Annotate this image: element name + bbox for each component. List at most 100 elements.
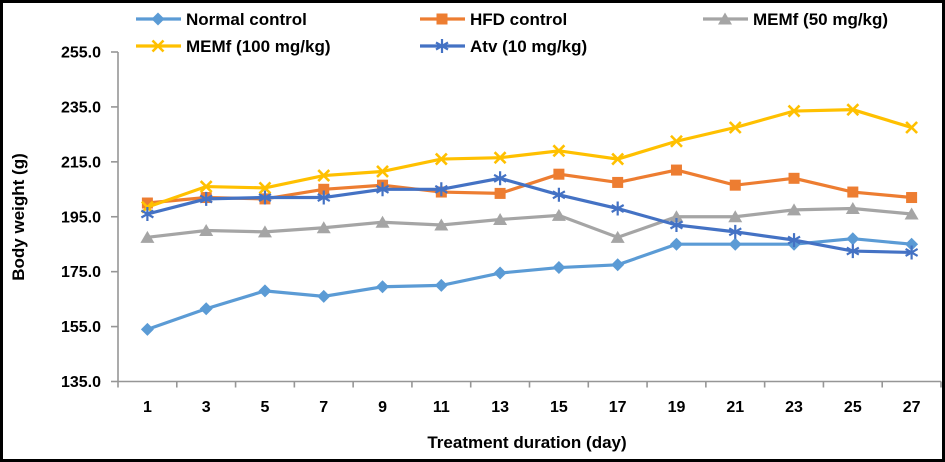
triangle-marker: [199, 223, 214, 236]
asterisk-marker: [317, 190, 331, 205]
x-marker: [611, 152, 625, 166]
diamond-marker: [552, 261, 566, 275]
diamond-marker: [611, 258, 625, 272]
diamond-marker: [199, 302, 213, 316]
legend-item-hfd-control: HFD control: [420, 10, 567, 29]
x-tick-label: 5: [261, 399, 270, 416]
triangle-marker: [610, 230, 625, 243]
legend-label: Atv (10 mg/kg): [470, 37, 587, 56]
series-line: [146, 237, 912, 331]
x-marker: [199, 180, 213, 193]
y-tick-label: 175.0: [61, 264, 101, 281]
x-marker: [670, 134, 683, 148]
series-line: [146, 176, 912, 255]
x-marker: [376, 165, 389, 178]
asterisk-marker: [434, 182, 448, 197]
square-marker: [612, 176, 624, 188]
series-normal-control: [140, 232, 919, 336]
diamond-marker: [151, 12, 165, 26]
triangle-marker: [728, 210, 743, 223]
x-marker: [151, 39, 165, 53]
asterisk-marker: [199, 191, 213, 206]
x-tick-label: 13: [491, 399, 509, 416]
x-marker: [787, 104, 801, 118]
asterisk-marker: [905, 245, 919, 260]
diamond-marker: [317, 289, 331, 303]
series-line: [147, 206, 912, 240]
x-marker: [434, 152, 448, 166]
asterisk-marker: [552, 187, 566, 202]
asterisk-marker: [728, 224, 742, 239]
body-weight-line-chart: Body weight (g) Treatment duration (day)…: [9, 10, 942, 452]
x-tick-label: 1: [143, 399, 152, 416]
asterisk-marker: [375, 182, 390, 197]
x-tick-label: 17: [609, 399, 627, 416]
square-marker: [670, 164, 682, 176]
diamond-marker: [728, 237, 742, 251]
x-tick-label: 11: [433, 399, 450, 416]
y-tick-label: 155.0: [61, 319, 101, 336]
diamond-marker: [258, 284, 272, 298]
legend-label: MEMf (50 mg/kg): [753, 10, 888, 29]
y-tick-label: 215.0: [61, 154, 101, 171]
square-marker: [553, 168, 565, 180]
series-line: [146, 108, 913, 209]
x-marker: [846, 103, 860, 117]
x-marker: [258, 181, 272, 195]
square-marker: [436, 13, 448, 25]
asterisk-marker: [435, 39, 449, 53]
legend-item-normal-control: Normal control: [136, 10, 307, 29]
square-marker: [729, 179, 741, 191]
square-marker: [847, 186, 859, 198]
square-marker: [906, 192, 918, 204]
triangle-marker: [718, 12, 732, 25]
diamond-marker: [669, 237, 683, 251]
square-marker: [141, 197, 153, 209]
asterisk-marker: [787, 233, 801, 248]
asterisk-marker: [611, 201, 625, 216]
x-tick-label: 23: [785, 399, 803, 416]
asterisk-marker: [846, 244, 860, 259]
triangle-marker: [140, 230, 155, 243]
triangle-marker: [434, 218, 449, 231]
diamond-marker: [493, 266, 507, 280]
legend: Normal control HFD control MEMf (50 mg/kg)…: [136, 10, 888, 56]
legend-label: MEMf (100 mg/kg): [186, 37, 331, 56]
diamond-marker: [140, 322, 154, 336]
diamond-marker: [434, 278, 448, 292]
legend-item-memf-100-mg-kg: MEMf (100 mg/kg): [136, 37, 331, 56]
legend-item-memf-50-mg-kg: MEMf (50 mg/kg): [703, 10, 888, 29]
x-marker: [905, 121, 919, 134]
triangle-marker: [493, 212, 508, 225]
triangle-marker: [375, 215, 390, 228]
x-tick-label: 21: [726, 399, 744, 416]
asterisk-marker: [669, 217, 684, 232]
square-marker: [788, 172, 800, 184]
x-marker: [493, 151, 507, 165]
x-marker: [317, 169, 331, 182]
y-tick-label: 195.0: [61, 209, 101, 226]
legend-item-atv-10-mg-kg: Atv (10 mg/kg): [420, 37, 587, 56]
triangle-marker: [787, 203, 802, 216]
legend-label: Normal control: [186, 10, 307, 29]
triangle-marker: [316, 221, 331, 234]
x-tick-label: 9: [378, 399, 387, 416]
x-tick-label: 27: [903, 399, 921, 416]
y-tick-label: 255.0: [61, 45, 101, 62]
triangle-marker: [904, 207, 919, 220]
asterisk-marker: [258, 190, 272, 205]
y-tick-label: 235.0: [61, 99, 101, 116]
x-tick-label: 7: [319, 399, 328, 416]
x-marker: [552, 144, 566, 158]
axes: [111, 51, 942, 388]
x-axis-title: Treatment duration (day): [427, 433, 626, 452]
series-memf-50-mg-kg: [140, 202, 919, 243]
square-marker: [494, 187, 506, 199]
series-atv-10-mg-kg: [140, 171, 919, 260]
asterisk-marker: [140, 207, 154, 222]
x-marker: [728, 121, 742, 134]
legend-label: HFD control: [470, 10, 567, 29]
x-tick-label: 3: [202, 399, 211, 416]
diamond-marker: [376, 280, 390, 294]
